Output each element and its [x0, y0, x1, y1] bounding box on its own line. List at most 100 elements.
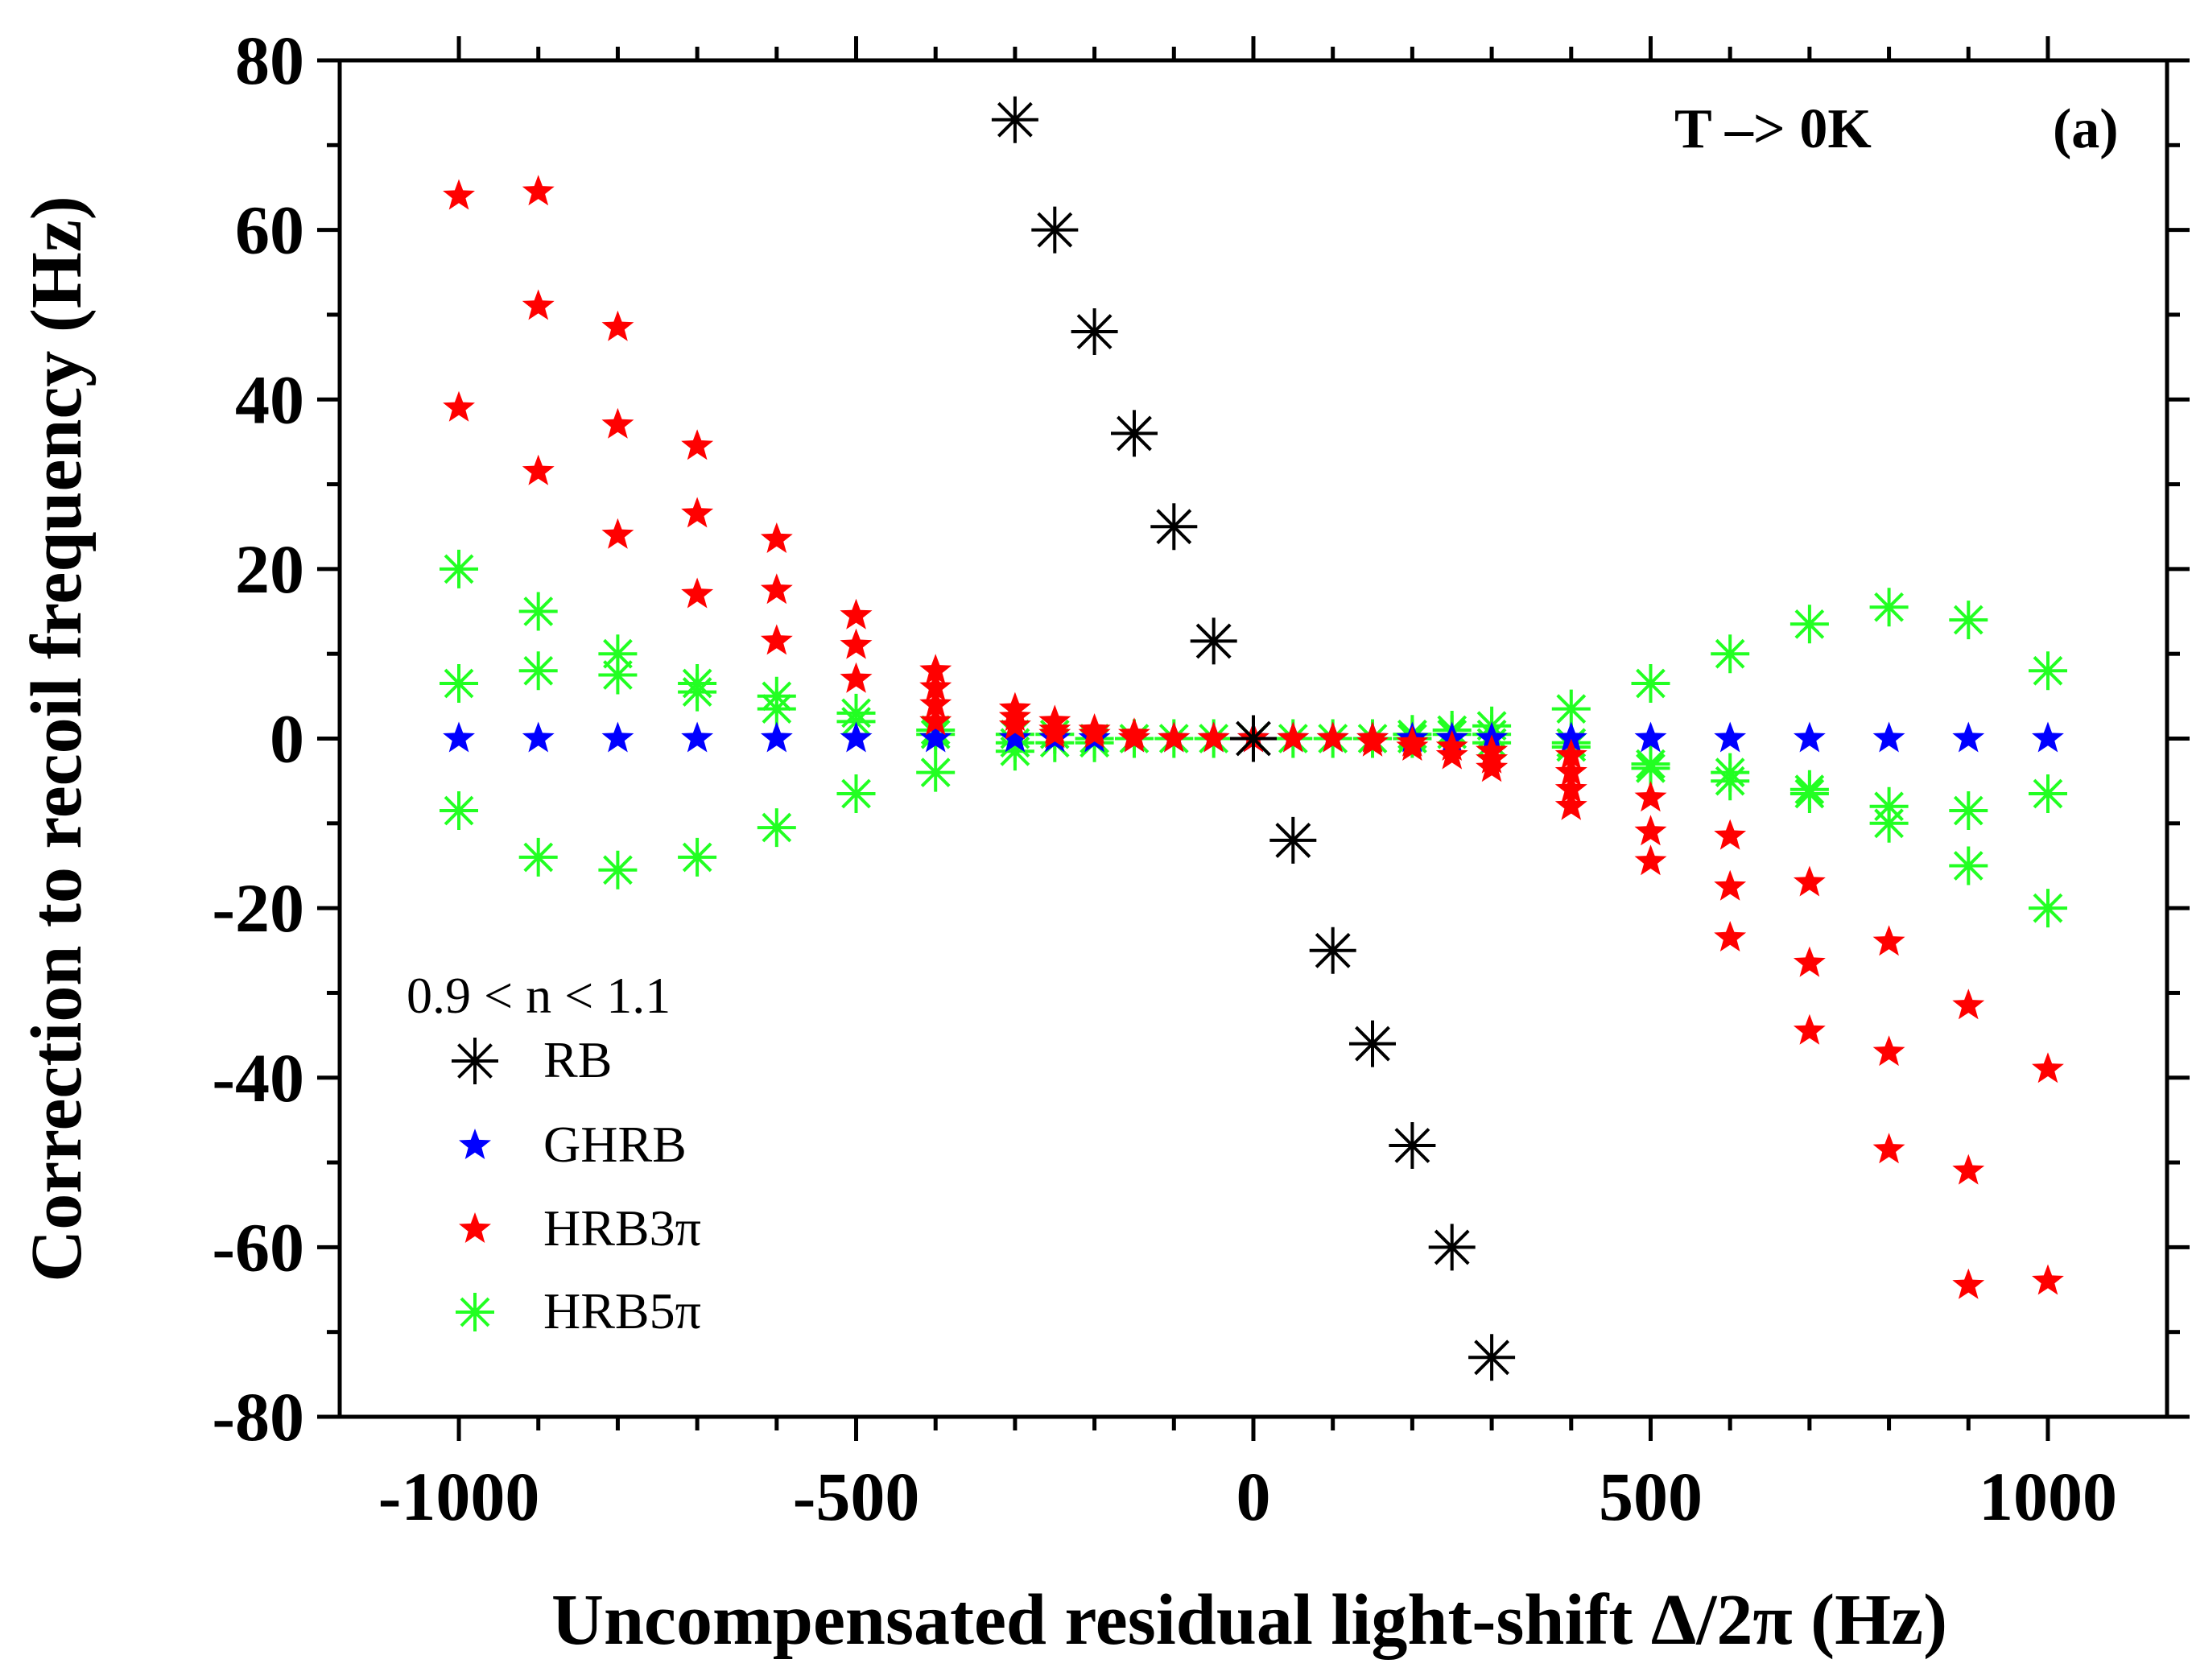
data-point-hrb3	[919, 654, 952, 685]
data-point-hrb3	[1872, 1035, 1905, 1067]
y-tick-label: 20	[235, 530, 304, 608]
data-point-hrb3	[1872, 1133, 1905, 1164]
data-point-hrb3	[522, 454, 555, 485]
y-tick-label: 0	[270, 700, 304, 778]
data-point-hrb5	[518, 651, 558, 691]
data-point-ghrb	[919, 721, 952, 753]
data-point-hrb5	[836, 774, 876, 813]
data-point-hrb3	[1197, 721, 1230, 753]
data-point-hrb5	[1869, 803, 1909, 843]
x-axis-title: Uncompensated residual light-shift Δ/2π …	[551, 1580, 1947, 1660]
data-point-rb	[1269, 816, 1317, 864]
data-point-hrb3	[1872, 925, 1905, 956]
data-point-hrb3	[1078, 717, 1111, 749]
data-point-rb	[1111, 410, 1158, 457]
data-point-ghrb	[2032, 721, 2064, 753]
data-point-hrb5	[1949, 791, 1988, 830]
legend: 0.9 < n < 1.1 RB GHRB HRB3π HRB5π	[407, 967, 701, 1339]
data-point-hrb3	[1277, 721, 1310, 753]
y-tick-label: -60	[212, 1208, 304, 1286]
data-point-hrb3	[1952, 1154, 1985, 1185]
data-point-hrb3	[1554, 772, 1587, 803]
data-point-hrb5	[1949, 846, 1988, 885]
data-point-hrb3	[1038, 717, 1071, 749]
data-point-rb	[1190, 617, 1237, 665]
data-point-hrb5	[2029, 889, 2067, 928]
data-point-hrb3	[840, 628, 873, 659]
data-point-hrb3	[1952, 989, 1985, 1020]
data-point-hrb3	[681, 577, 714, 609]
data-point-hrb5	[440, 791, 478, 830]
data-point-ghrb	[522, 721, 555, 753]
data-point-hrb5	[678, 672, 717, 712]
legend-marker-hrb5	[456, 1293, 494, 1331]
data-point-rb	[1468, 1334, 1516, 1381]
data-point-hrb3	[1793, 865, 1826, 897]
data-point-hrb3	[919, 704, 952, 736]
data-point-hrb3	[1634, 815, 1667, 846]
data-point-hrb5	[598, 655, 638, 695]
data-point-hrb3	[998, 708, 1031, 740]
data-point-rb	[1428, 1224, 1476, 1271]
data-point-hrb5	[1790, 605, 1829, 644]
panel-label: (a)	[2053, 98, 2119, 160]
data-point-hrb5	[757, 808, 796, 848]
data-point-hrb3	[760, 522, 793, 553]
data-point-ghrb	[681, 721, 714, 753]
marks-layer	[440, 96, 2067, 1381]
data-point-ghrb	[1554, 721, 1587, 753]
data-point-hrb3	[840, 598, 873, 629]
data-point-ghrb	[760, 721, 793, 753]
data-point-rb	[1150, 503, 1198, 551]
y-tick-label: 60	[235, 192, 304, 269]
temperature-annotation: T –> 0K	[1674, 98, 1872, 160]
data-point-hrb3	[1793, 1013, 1826, 1045]
data-point-hrb3	[1952, 1268, 1985, 1299]
data-point-hrb5	[678, 837, 717, 877]
legend-label-ghrb: GHRB	[543, 1116, 687, 1173]
data-point-ghrb	[1793, 721, 1826, 753]
x-tick-label: -500	[793, 1458, 920, 1535]
data-point-ghrb	[998, 721, 1031, 753]
y-axis-title: Correction to recoil frequency (Hz)	[17, 196, 97, 1282]
data-point-rb	[991, 96, 1038, 143]
data-point-hrb3	[443, 390, 475, 422]
data-point-hrb5	[2029, 774, 2067, 813]
data-point-hrb3	[1476, 751, 1509, 782]
data-point-hrb3	[1634, 781, 1667, 812]
data-point-hrb3	[760, 624, 793, 655]
data-point-hrb3	[1793, 946, 1826, 977]
y-tick-label: 40	[235, 361, 304, 438]
data-point-hrb3	[919, 671, 952, 702]
data-point-hrb5	[440, 664, 478, 703]
data-point-rb	[1230, 715, 1277, 762]
data-point-hrb5	[1790, 774, 1829, 813]
data-point-ghrb	[1634, 721, 1667, 753]
data-point-hrb5	[1551, 689, 1591, 729]
data-point-hrb3	[601, 407, 634, 439]
data-point-hrb3	[2032, 1264, 2064, 1295]
legend-marker-ghrb	[459, 1129, 491, 1159]
data-point-rb	[1071, 308, 1118, 355]
legend-marker-rb	[452, 1038, 498, 1084]
data-point-hrb5	[598, 850, 638, 890]
data-point-hrb3	[522, 289, 555, 320]
data-point-hrb3	[840, 662, 873, 693]
data-point-hrb5	[1631, 749, 1670, 788]
data-point-hrb3	[1554, 789, 1587, 820]
data-point-hrb3	[1714, 869, 1747, 901]
legend-marker-hrb3	[459, 1212, 491, 1243]
data-point-hrb3	[681, 497, 714, 528]
data-point-rb	[1031, 206, 1079, 254]
data-point-hrb5	[440, 549, 478, 588]
y-tick-label: 80	[235, 22, 304, 99]
data-point-ghrb	[840, 721, 873, 753]
data-point-hrb3	[1714, 921, 1747, 951]
data-point-hrb3	[1554, 755, 1587, 786]
data-point-hrb3	[2032, 1052, 2064, 1084]
data-point-hrb3	[1634, 844, 1667, 876]
data-point-hrb3	[1316, 721, 1349, 753]
data-point-rb	[1349, 1020, 1396, 1067]
data-point-hrb3	[522, 175, 555, 206]
